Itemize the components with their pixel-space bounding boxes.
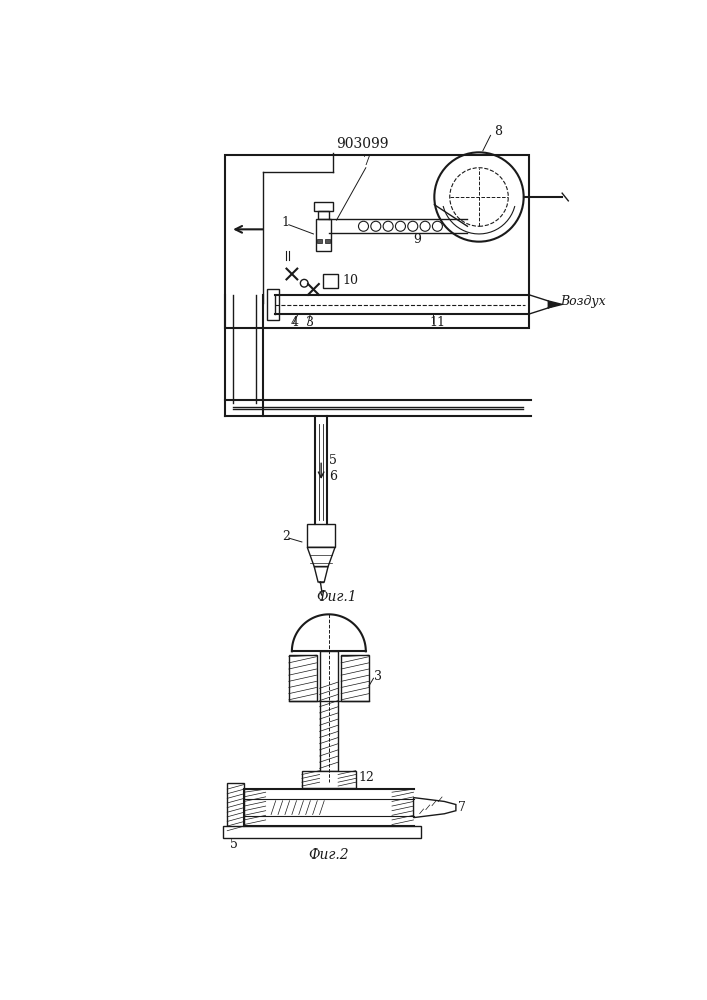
Bar: [320, 651, 338, 771]
Text: 6: 6: [329, 470, 337, 483]
Bar: [318, 211, 329, 219]
Text: Фиг.2: Фиг.2: [308, 848, 349, 862]
Bar: [317, 239, 322, 243]
Text: 3: 3: [373, 670, 382, 683]
Text: 12: 12: [359, 771, 375, 784]
Text: 9: 9: [414, 233, 421, 246]
Text: 3: 3: [305, 316, 314, 329]
Bar: [227, 783, 244, 832]
Text: 2: 2: [283, 530, 291, 543]
Bar: [325, 239, 329, 243]
Text: 11: 11: [429, 316, 445, 329]
Bar: [341, 655, 369, 701]
Bar: [267, 289, 279, 320]
Polygon shape: [549, 301, 562, 308]
Text: 8: 8: [494, 125, 503, 138]
Text: 7: 7: [458, 801, 466, 814]
Bar: [314, 202, 333, 211]
Text: 1: 1: [281, 216, 289, 229]
Bar: [322, 274, 338, 288]
Text: 10: 10: [343, 274, 358, 287]
Text: 5: 5: [230, 838, 238, 851]
Bar: [308, 524, 335, 547]
Bar: [225, 155, 529, 328]
Text: 4: 4: [291, 316, 299, 329]
Text: 903099: 903099: [336, 137, 388, 151]
Bar: [302, 771, 356, 788]
Text: 7: 7: [363, 155, 371, 168]
Text: Воздух: Воздух: [560, 295, 605, 308]
Polygon shape: [414, 798, 456, 818]
Bar: [316, 219, 331, 251]
Bar: [288, 655, 317, 701]
Text: Фиг.1: Фиг.1: [316, 590, 357, 604]
Text: 5: 5: [329, 454, 337, 467]
Bar: [223, 826, 421, 838]
